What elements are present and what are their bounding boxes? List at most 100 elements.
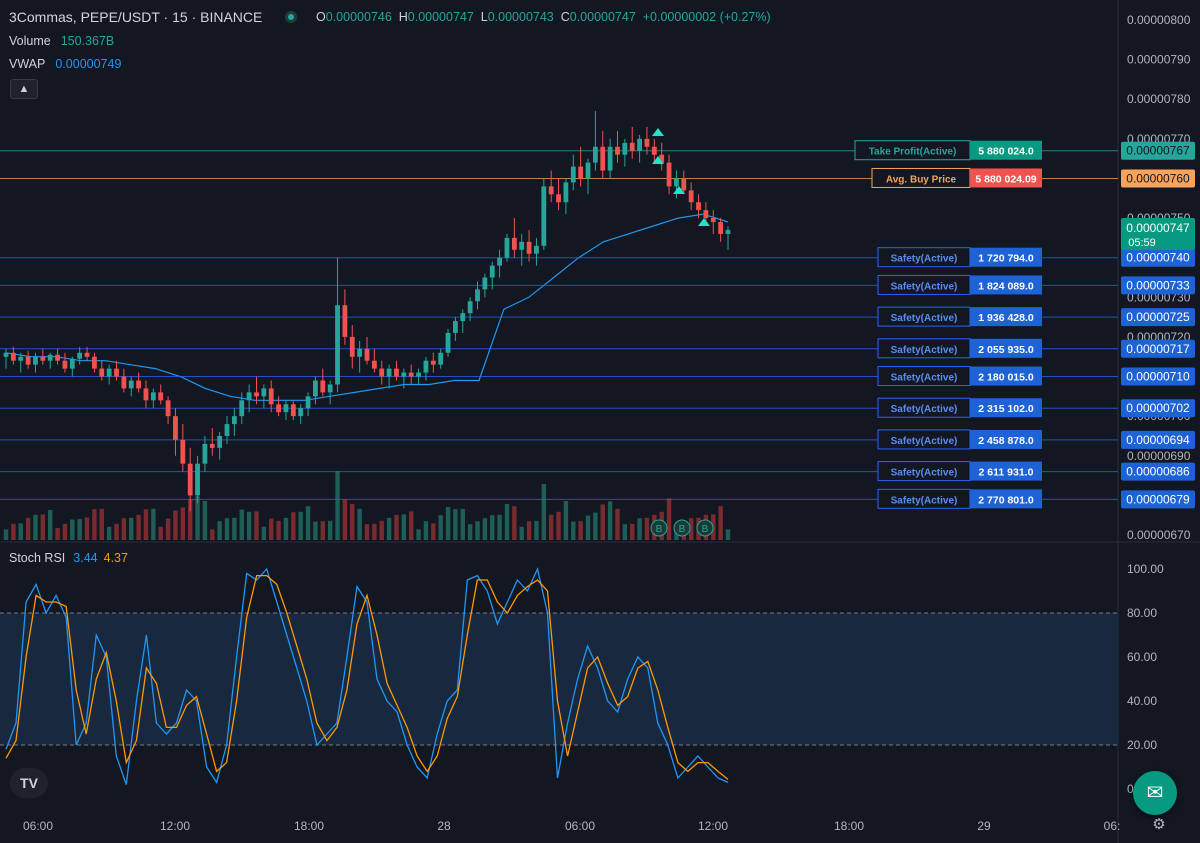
candle-body	[666, 162, 672, 187]
b-badge-icon	[696, 519, 714, 537]
volume-bar	[630, 523, 635, 540]
volume-bar	[534, 520, 539, 540]
candle-body	[629, 142, 635, 151]
stoch-d-line	[5, 574, 729, 780]
volume-bar	[401, 514, 407, 540]
volume-bar	[210, 529, 215, 540]
volume-bar	[151, 508, 156, 540]
vwap-legend[interactable]: VWAP 0.00000749	[9, 57, 122, 71]
order-price: 0.00000733	[1126, 278, 1190, 292]
candle-body	[408, 372, 414, 377]
stoch-k-line	[5, 566, 729, 785]
volume-bar	[92, 509, 97, 540]
volume-bar	[519, 526, 524, 540]
candle-body	[239, 400, 245, 417]
candle-body	[246, 392, 252, 401]
candle-body	[3, 352, 9, 357]
candle-body	[335, 305, 340, 385]
order-qty: 2 055 935.0	[978, 344, 1034, 356]
market-open-icon	[285, 11, 297, 23]
volume-bar	[467, 524, 473, 540]
order-qty-box	[970, 489, 1042, 509]
chat-icon[interactable]: ✉	[1133, 771, 1177, 815]
order-price-tag	[1121, 399, 1195, 418]
volume-bar	[482, 518, 488, 540]
volume-bar	[276, 520, 281, 540]
volume-bar	[232, 517, 237, 540]
candle-body	[548, 186, 554, 195]
candle-body	[430, 360, 436, 365]
candle-body	[659, 154, 665, 163]
buy-marker-icon	[673, 186, 685, 194]
candle-body	[187, 463, 193, 496]
candle-body	[482, 277, 488, 290]
volume-bar	[84, 517, 90, 540]
candle-body	[622, 142, 628, 155]
candle-body	[217, 435, 223, 448]
volume-bar	[254, 511, 259, 540]
time-tick-label: 28	[437, 819, 451, 833]
order-price-tag	[1121, 339, 1195, 358]
time-tick-label: 18:00	[294, 819, 324, 833]
volume-bar	[666, 498, 672, 540]
candle-body	[526, 241, 532, 254]
candle-body	[106, 368, 112, 377]
order-label: Safety(Active)	[891, 373, 958, 384]
candle-body	[342, 305, 348, 337]
candle-body	[357, 348, 363, 357]
time-tick-label: 06:00	[565, 819, 595, 833]
volume-bar	[504, 504, 510, 540]
candle-body	[349, 336, 355, 357]
b-badge-label: B	[702, 524, 709, 535]
candle-body	[62, 360, 68, 369]
candle-body	[401, 372, 407, 377]
time-tick-label: 06:	[1104, 819, 1121, 833]
volume-bar	[106, 526, 112, 540]
volume-bar	[158, 526, 163, 540]
volume-bar	[62, 523, 68, 540]
volume-bar	[431, 523, 436, 540]
candle-body	[209, 443, 215, 448]
volume-bar	[320, 521, 325, 540]
volume-bar	[637, 518, 642, 540]
volume-bar	[725, 529, 731, 540]
candle-body	[150, 392, 156, 401]
volume-bar	[33, 514, 38, 540]
order-qty: 2 180 015.0	[978, 372, 1034, 384]
time-tick-label: 06:00	[23, 819, 53, 833]
gear-icon[interactable]: ⚙	[1152, 816, 1166, 833]
stoch-rsi-legend[interactable]: Stoch RSI 3.44 4.37	[9, 551, 128, 565]
volume-bar	[578, 521, 583, 540]
candle-body	[84, 352, 90, 357]
order-label: Safety(Active)	[891, 468, 958, 479]
order-qty-box	[970, 307, 1042, 327]
order-price: 0.00000710	[1126, 370, 1190, 384]
price-tick-label: 0.00000780	[1127, 92, 1191, 106]
candle-body	[453, 321, 458, 333]
volume-legend[interactable]: Volume 150.367B	[9, 34, 115, 48]
tradingview-logo-icon[interactable]: TV	[10, 768, 48, 798]
volume-bar	[548, 514, 554, 540]
order-qty-box	[970, 168, 1042, 188]
volume-bar	[357, 508, 362, 540]
chevron-up-icon[interactable]: ▲	[10, 79, 38, 99]
candle-body	[563, 182, 569, 203]
stoch-tick-label: 20.00	[1127, 738, 1157, 752]
candle-body	[298, 408, 304, 417]
volume-bar	[335, 471, 340, 540]
volume-bar	[622, 524, 628, 540]
candle-body	[460, 313, 466, 322]
order-label: Safety(Active)	[891, 281, 958, 292]
time-tick-label: 12:00	[698, 819, 728, 833]
volume-bar	[556, 511, 561, 540]
b-badge-label: B	[656, 524, 663, 535]
time-tick-label: 12:00	[160, 819, 190, 833]
order-qty: 5 880 024.0	[978, 146, 1034, 158]
candle-body	[467, 301, 473, 314]
candle-body	[136, 380, 142, 389]
volume-bar	[187, 499, 193, 540]
b-badge-label: B	[679, 524, 686, 535]
volume-bar	[688, 518, 694, 540]
candle-body	[121, 376, 127, 389]
